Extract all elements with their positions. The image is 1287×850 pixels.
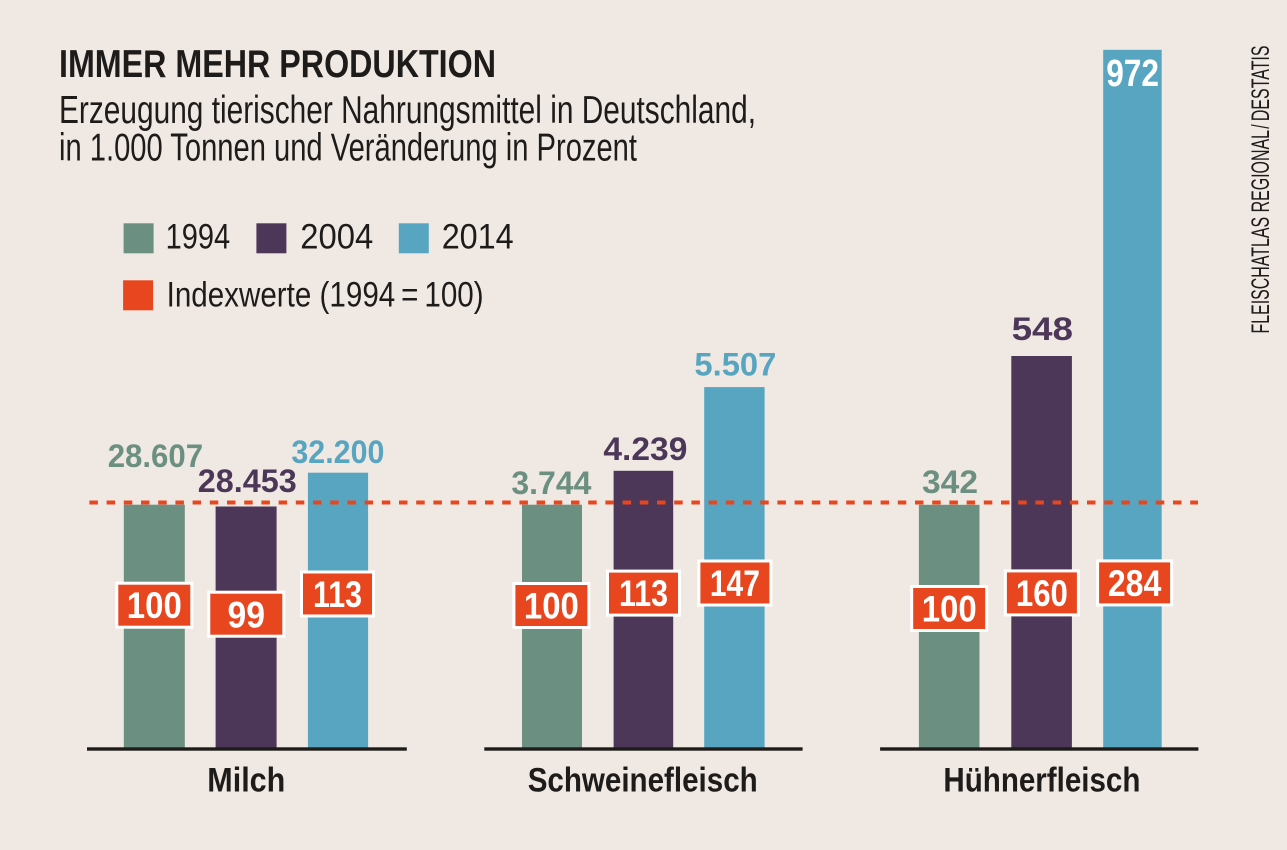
svg-text:342: 342 bbox=[922, 464, 978, 500]
svg-text:1994: 1994 bbox=[166, 217, 231, 256]
svg-text:5.507: 5.507 bbox=[694, 346, 776, 382]
svg-text:Schweinefleisch: Schweinefleisch bbox=[528, 762, 758, 800]
svg-text:Indexwerte (1994 = 100): Indexwerte (1994 = 100) bbox=[167, 275, 484, 314]
svg-text:3.744: 3.744 bbox=[511, 465, 591, 501]
svg-text:100: 100 bbox=[127, 585, 182, 626]
svg-text:Hühnerfleisch: Hühnerfleisch bbox=[943, 762, 1140, 800]
svg-text:284: 284 bbox=[1108, 563, 1162, 604]
svg-text:32.200: 32.200 bbox=[291, 434, 384, 470]
svg-text:FLEISCHATLAS REGIONAL / DESTAT: FLEISCHATLAS REGIONAL / DESTATIS bbox=[1247, 46, 1275, 334]
svg-text:972: 972 bbox=[1106, 53, 1159, 95]
svg-text:IMMER MEHR PRODUKTION: IMMER MEHR PRODUKTION bbox=[59, 43, 496, 86]
svg-text:100: 100 bbox=[922, 589, 977, 630]
svg-text:28.453: 28.453 bbox=[198, 463, 297, 499]
svg-text:in 1.000 Tonnen und Veränderun: in 1.000 Tonnen und Veränderung in Proze… bbox=[59, 126, 637, 169]
svg-text:28.607: 28.607 bbox=[108, 438, 203, 474]
svg-text:99: 99 bbox=[228, 595, 266, 636]
svg-text:113: 113 bbox=[313, 574, 362, 615]
svg-text:113: 113 bbox=[619, 573, 668, 614]
svg-text:Erzeugung tierischer Nahrungsm: Erzeugung tierischer Nahrungsmittel in D… bbox=[59, 89, 756, 132]
svg-text:160: 160 bbox=[1016, 573, 1068, 614]
svg-text:548: 548 bbox=[1012, 311, 1073, 347]
svg-text:100: 100 bbox=[524, 586, 579, 627]
svg-text:4.239: 4.239 bbox=[603, 431, 687, 467]
svg-text:Milch: Milch bbox=[207, 762, 285, 800]
svg-text:2014: 2014 bbox=[442, 217, 514, 256]
svg-text:147: 147 bbox=[710, 563, 760, 604]
svg-text:2004: 2004 bbox=[300, 217, 373, 256]
